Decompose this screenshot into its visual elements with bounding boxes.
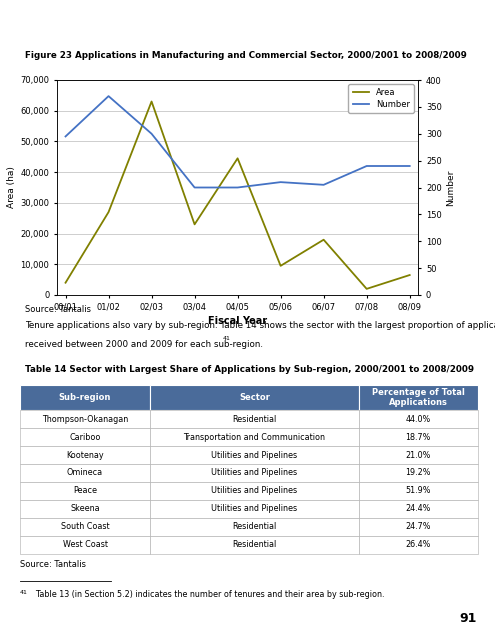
Text: 24.4%: 24.4% bbox=[405, 504, 431, 513]
Bar bbox=[20, 500, 150, 518]
Bar bbox=[150, 500, 358, 518]
Bar bbox=[150, 385, 358, 410]
Bar bbox=[150, 464, 358, 482]
Text: Kootenay: Kootenay bbox=[66, 451, 104, 460]
Bar bbox=[20, 482, 150, 500]
Text: Residential: Residential bbox=[232, 415, 277, 424]
Text: Transportation and Communication: Transportation and Communication bbox=[184, 433, 325, 442]
Legend: Area, Number: Area, Number bbox=[348, 84, 414, 113]
Bar bbox=[20, 385, 150, 410]
Bar bbox=[358, 446, 478, 464]
Bar bbox=[358, 518, 478, 536]
Bar bbox=[358, 500, 478, 518]
Bar bbox=[20, 428, 150, 446]
Y-axis label: Number: Number bbox=[446, 170, 455, 205]
Text: Skeena: Skeena bbox=[70, 504, 100, 513]
Bar bbox=[358, 410, 478, 428]
Text: 24.7%: 24.7% bbox=[405, 522, 431, 531]
Bar bbox=[358, 428, 478, 446]
Y-axis label: Area (ha): Area (ha) bbox=[7, 166, 16, 209]
Bar bbox=[150, 536, 358, 554]
X-axis label: Fiscal Year: Fiscal Year bbox=[208, 316, 267, 326]
Text: Table 13 (in Section 5.2) indicates the number of tenures and their area by sub-: Table 13 (in Section 5.2) indicates the … bbox=[31, 590, 385, 599]
Text: 91: 91 bbox=[459, 612, 477, 625]
Text: Source: Tantalis: Source: Tantalis bbox=[20, 560, 86, 569]
Text: Omineca: Omineca bbox=[67, 468, 103, 477]
Text: 41: 41 bbox=[20, 590, 28, 595]
Bar bbox=[150, 446, 358, 464]
Text: Residential: Residential bbox=[232, 522, 277, 531]
Text: 26.4%: 26.4% bbox=[405, 540, 431, 549]
Text: 41: 41 bbox=[223, 336, 231, 341]
Text: Thompson-Okanagan: Thompson-Okanagan bbox=[42, 415, 128, 424]
Text: Peace: Peace bbox=[73, 486, 97, 495]
Bar bbox=[358, 385, 478, 410]
Text: Residential: Residential bbox=[232, 540, 277, 549]
Bar bbox=[358, 464, 478, 482]
Text: Percentage of Total
Applications: Percentage of Total Applications bbox=[372, 388, 465, 407]
Bar bbox=[358, 482, 478, 500]
Text: South Coast: South Coast bbox=[61, 522, 109, 531]
Text: Utilities and Pipelines: Utilities and Pipelines bbox=[211, 486, 297, 495]
Text: Tenure applications also vary by sub-region. Table 14 shows the sector with the : Tenure applications also vary by sub-reg… bbox=[25, 321, 495, 330]
Text: 18.7%: 18.7% bbox=[405, 433, 431, 442]
Bar bbox=[150, 518, 358, 536]
Text: Sub-region: Sub-region bbox=[59, 393, 111, 402]
Text: Table 14 Sector with Largest Share of Applications by Sub-region, 2000/2001 to 2: Table 14 Sector with Largest Share of Ap… bbox=[25, 365, 474, 374]
Bar bbox=[150, 482, 358, 500]
Text: received between 2000 and 2009 for each sub-region.: received between 2000 and 2009 for each … bbox=[25, 340, 263, 349]
Text: Cariboo: Cariboo bbox=[69, 433, 101, 442]
Text: Utilities and Pipelines: Utilities and Pipelines bbox=[211, 451, 297, 460]
Text: 44.0%: 44.0% bbox=[405, 415, 431, 424]
Text: Figure 23 Applications in Manufacturing and Commercial Sector, 2000/2001 to 2008: Figure 23 Applications in Manufacturing … bbox=[25, 51, 466, 60]
Bar bbox=[20, 536, 150, 554]
Bar bbox=[150, 410, 358, 428]
Bar bbox=[358, 536, 478, 554]
Text: Utilities and Pipelines: Utilities and Pipelines bbox=[211, 468, 297, 477]
Text: 19.2%: 19.2% bbox=[405, 468, 431, 477]
Text: Utilities and Pipelines: Utilities and Pipelines bbox=[211, 504, 297, 513]
Text: Source: Tantalis: Source: Tantalis bbox=[25, 305, 91, 314]
Text: Sector: Sector bbox=[239, 393, 270, 402]
Bar bbox=[20, 464, 150, 482]
Text: West Coast: West Coast bbox=[62, 540, 107, 549]
Bar bbox=[150, 428, 358, 446]
Bar bbox=[20, 518, 150, 536]
Text: Ministry of
Forests, Lands and
Natural Resource Operations: Ministry of Forests, Lands and Natural R… bbox=[305, 602, 416, 632]
Bar bbox=[20, 446, 150, 464]
Bar bbox=[20, 410, 150, 428]
Text: 51.9%: 51.9% bbox=[405, 486, 431, 495]
Text: 21.0%: 21.0% bbox=[405, 451, 431, 460]
